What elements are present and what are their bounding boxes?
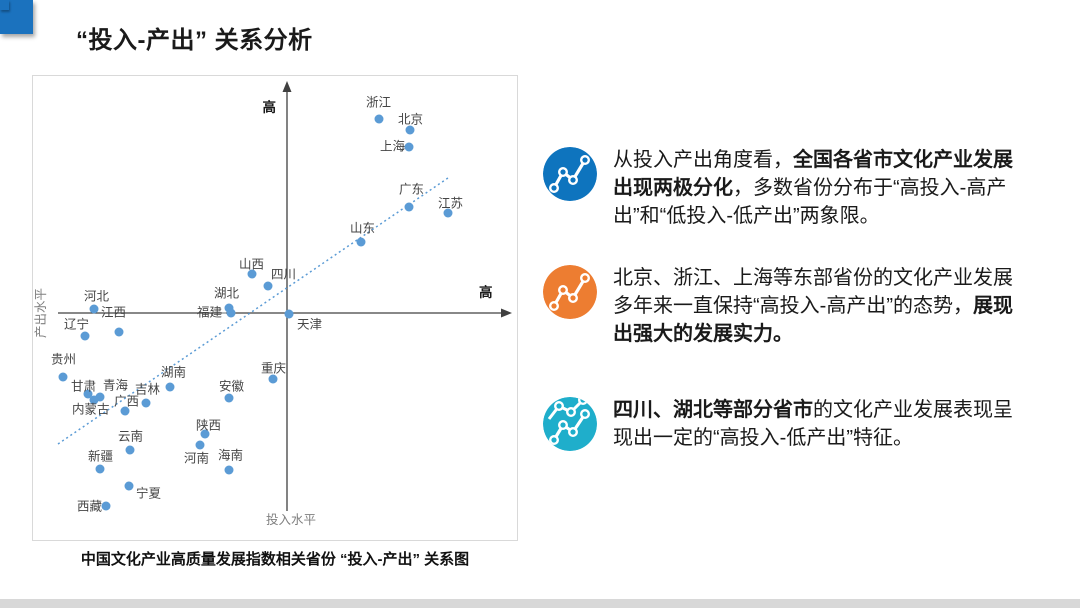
x-axis-arrow-icon	[501, 308, 512, 318]
line-chart-icon	[543, 147, 597, 201]
data-point-label: 北京	[398, 113, 423, 127]
data-point	[404, 202, 414, 212]
data-point-label: 青海	[103, 378, 129, 393]
data-point-label: 天津	[297, 318, 322, 332]
text-segment: 的文化产业发展表现呈现出一定的“高投入-低产出”特征。	[613, 399, 1013, 449]
data-point-label: 河南	[184, 451, 209, 466]
data-point	[226, 308, 236, 318]
data-point	[195, 440, 205, 450]
data-point	[247, 269, 257, 279]
data-point-label: 云南	[118, 429, 143, 444]
bullet-text: 北京、浙江、上海等东部省份的文化产业发展多年来一直保持“高投入-高产出”的态势，…	[613, 264, 1017, 348]
data-point	[224, 465, 234, 475]
data-point-label: 湖北	[214, 286, 240, 301]
data-point	[284, 309, 294, 319]
data-point	[101, 501, 111, 511]
data-point-label: 甘肃	[71, 380, 96, 394]
data-point	[80, 331, 90, 341]
data-point	[405, 125, 415, 135]
page-title: “投入-产出” 关系分析	[76, 27, 313, 54]
data-point-label: 河北	[84, 290, 110, 304]
data-point-label: 江苏	[438, 196, 463, 211]
data-point	[58, 372, 68, 382]
text-segment: 全国各省市文化产业发展出现两极分化	[613, 149, 1013, 199]
text-segment: 从投入产出角度看，	[613, 149, 793, 171]
data-point-label: 吉林	[135, 383, 161, 397]
data-point	[95, 464, 105, 474]
y-axis-title: 产出水平	[34, 288, 48, 338]
text-segment: 展现出强大的发展实力。	[613, 295, 1013, 345]
y-axis-arrow-icon	[282, 81, 292, 92]
label-leader-line	[399, 147, 406, 152]
data-point	[83, 389, 93, 399]
line-chart-icon	[543, 265, 597, 319]
data-point	[224, 393, 234, 403]
slide-bottom-edge	[0, 599, 1080, 608]
data-point-label: 重庆	[261, 361, 287, 376]
data-point-label: 新疆	[88, 449, 113, 464]
data-point	[89, 304, 99, 314]
data-point	[374, 114, 384, 124]
data-point	[114, 327, 124, 337]
data-point-label: 江西	[101, 306, 126, 320]
data-point	[141, 398, 151, 408]
data-point	[125, 445, 135, 455]
data-point-label: 福建	[197, 305, 223, 320]
data-point-label: 海南	[218, 448, 243, 463]
data-point-label: 湖南	[161, 365, 186, 380]
data-point	[124, 481, 134, 491]
data-point-label: 陕西	[196, 418, 221, 433]
data-point	[89, 395, 99, 405]
bullet-text: 从投入产出角度看，全国各省市文化产业发展出现两极分化，多数省份分布于“高投入-高…	[613, 146, 1017, 230]
data-point-label: 安徽	[219, 379, 245, 394]
title-square-small-decoration	[0, 0, 9, 10]
data-point	[404, 142, 414, 152]
x-axis-title: 投入水平	[266, 512, 316, 527]
data-point-label: 内蒙古	[72, 402, 110, 417]
data-point-label: 宁夏	[136, 486, 162, 501]
scatter-chart-icon	[543, 397, 597, 451]
data-point-label: 山西	[239, 258, 264, 272]
data-point	[268, 374, 278, 384]
y-axis-high-label: 高	[263, 99, 277, 115]
trend-line	[57, 177, 449, 445]
data-point	[200, 429, 210, 439]
data-point-label: 浙江	[366, 95, 391, 110]
data-point-label: 上海	[380, 139, 406, 154]
text-segment: 北京、浙江、上海等东部省份的文化产业发展多年来一直保持“高投入-高产出”的态势，	[613, 267, 1013, 317]
text-segment: 四川、湖北等部分省市	[613, 399, 813, 421]
data-point-label: 四川	[271, 268, 296, 282]
scatter-plot: 高 高 产出水平 投入水平 浙江 北京上海广东 江苏山东山西 四川湖北福建天津 河北江西…	[32, 75, 518, 541]
data-point-label: 广西	[114, 395, 139, 409]
data-point-label: 西藏	[77, 500, 103, 514]
data-point	[356, 237, 366, 247]
data-point-label: 辽宁	[64, 317, 89, 332]
bullet-text: 四川、湖北等部分省市的文化产业发展表现呈现出一定的“高投入-低产出”特征。	[613, 396, 1017, 452]
chart-caption: 中国文化产业高质量发展指数相关省份 “投入-产出” 关系图	[80, 551, 470, 568]
data-point-label: 山东	[350, 222, 375, 236]
x-axis-high-label: 高	[479, 284, 493, 300]
data-point	[165, 382, 175, 392]
data-point	[263, 281, 273, 291]
data-point-label: 广东	[399, 183, 424, 197]
data-point-label: 贵州	[51, 353, 76, 367]
data-point	[443, 208, 453, 218]
data-point	[120, 406, 130, 416]
text-segment: ，多数省份分布于“高投入-高产出”和“低投入-低产出”两象限。	[613, 177, 1007, 227]
